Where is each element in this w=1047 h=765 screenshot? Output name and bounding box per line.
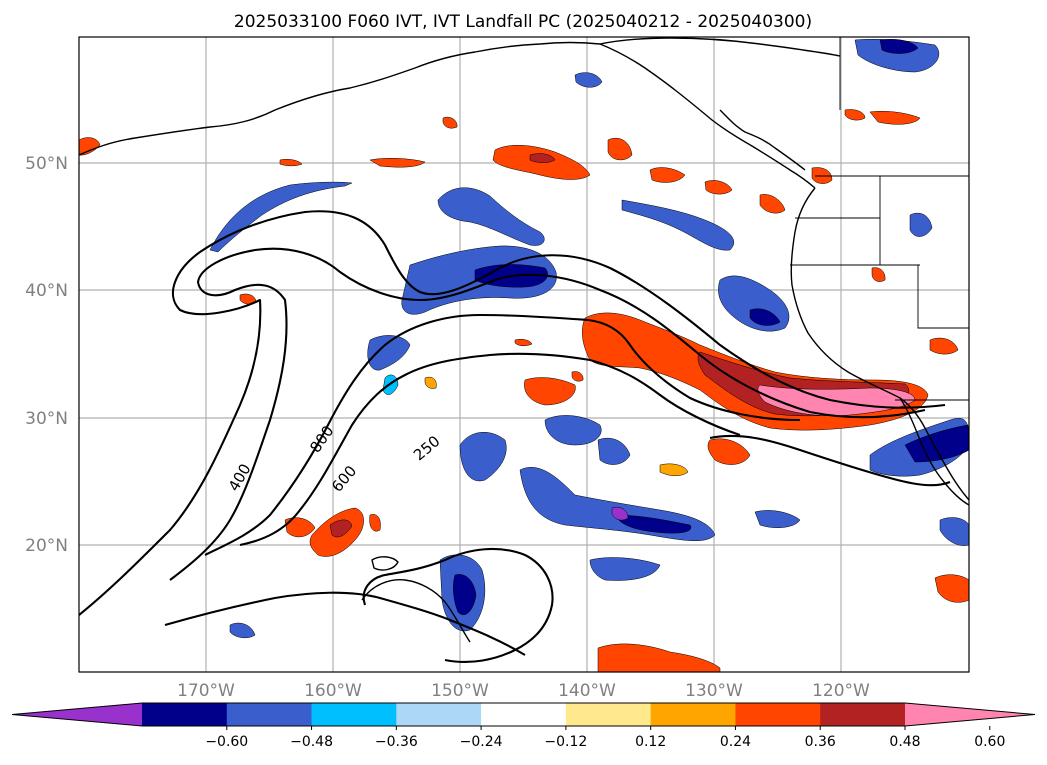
colorbar-swatch	[142, 703, 228, 726]
coast-us-west	[790, 187, 969, 501]
pos-region-gulf-small	[442, 116, 458, 129]
neg-region-small-east	[597, 437, 631, 465]
colorbar-tick-label: 0.36	[805, 734, 836, 750]
lon-label-120w: 120°W	[812, 681, 870, 701]
neg-extreme-patch	[611, 506, 629, 521]
coast-alaska-aleutians	[79, 41, 601, 156]
lon-label-140w: 140°W	[558, 681, 616, 701]
pos-region-center-yellow	[659, 463, 689, 476]
colorbar-swatch	[735, 703, 821, 726]
colorbar-swatch	[650, 703, 736, 726]
pos-region-bc-coast-small	[607, 137, 633, 161]
lat-label-50n: 50°N	[25, 154, 68, 174]
map-frame	[78, 36, 970, 673]
neg-region-hawaii-east	[459, 432, 507, 482]
pos-region-baja-red	[929, 337, 959, 355]
border-nv-az	[917, 265, 969, 329]
ivt-contour-800	[239, 352, 741, 547]
pos-region-canada-red	[869, 111, 921, 125]
pos-region-gulf-red-core	[529, 153, 556, 163]
pos-region-south-red	[597, 643, 721, 672]
lon-label-130w: 130°W	[685, 681, 743, 701]
colorbar-tick-label: 0.24	[720, 734, 751, 750]
colorbar-swatch	[311, 703, 397, 726]
coast-hawaii-island	[371, 556, 399, 571]
colorbar: −0.60 −0.48 −0.36 −0.24 −0.12 0.12 0.24 0.36 0.4…	[11, 702, 1036, 750]
lon-label-150w: 150°W	[431, 681, 489, 701]
coast-canada-north	[599, 37, 841, 57]
pos-region-north-band	[369, 158, 426, 168]
pos-region-west-edge	[79, 137, 101, 156]
pos-region-wa-red	[759, 194, 786, 214]
pos-region-ca-offshore	[707, 438, 751, 465]
colorbar-swatch	[565, 703, 652, 726]
pos-region-nevada-red	[871, 267, 886, 282]
pos-region-mexico-red	[934, 574, 969, 603]
neg-core-central-band	[614, 514, 692, 534]
lat-label-30n: 30°N	[25, 409, 68, 429]
lat-label-20n: 20°N	[25, 536, 68, 556]
neg-region-northpacific	[209, 181, 353, 253]
neg-region-gulfofalaska	[574, 72, 603, 88]
pos-region-hawaii-orange	[424, 376, 437, 389]
pos-region-west-north	[279, 158, 303, 167]
colorbar-tick-label: −0.12	[544, 734, 587, 750]
colorbar-extend-low	[12, 703, 142, 726]
ivt-contour-600	[204, 313, 801, 556]
neg-core-northeast-corner	[879, 39, 919, 54]
neg-region-southwest	[589, 557, 661, 581]
pos-region-bc-red2	[704, 180, 733, 195]
colorbar-tick-label: 0.60	[974, 734, 1005, 750]
neg-region-mexico	[939, 517, 969, 546]
colorbar-tick-label: −0.24	[460, 734, 503, 750]
lat-label-40n: 40°N	[25, 281, 68, 301]
pos-region-hawaii-small	[369, 514, 381, 532]
neg-core-oregon	[749, 308, 781, 326]
pos-region-mid-small2	[571, 371, 584, 382]
lon-label-170w: 170°W	[177, 681, 235, 701]
lon-label-160w: 160°W	[304, 681, 362, 701]
colorbar-tick-label: −0.36	[375, 734, 418, 750]
ivt-contour-250	[79, 210, 946, 616]
political-borders	[790, 37, 969, 401]
colorbar-tick-label: 0.48	[889, 734, 920, 750]
pos-region-hawaii-red-core	[329, 519, 353, 538]
ivt-contour-ca-loop	[709, 434, 951, 487]
colorbar-swatch	[396, 703, 482, 726]
ivt-contours	[79, 210, 951, 663]
ivt-contour-hawaii-loop	[362, 547, 554, 663]
colorbar-tick-label: 0.12	[635, 734, 666, 750]
pos-region-dateline-south	[524, 377, 576, 406]
map-panel: 400 800 600 250	[79, 37, 969, 672]
colorbar-swatch	[226, 703, 313, 726]
neg-region-small-center	[544, 415, 602, 446]
neg-region-canada-coast	[621, 199, 735, 251]
neg-region-gulf	[437, 187, 545, 246]
colorbar-outline	[11, 702, 1036, 727]
colorbar-tick-label: −0.48	[290, 734, 333, 750]
pos-region-west-red	[284, 517, 316, 538]
ivt-contour-400-outer	[169, 247, 926, 581]
colorbar-extend-high	[905, 703, 1035, 726]
graticule	[79, 37, 969, 672]
ivt-contour-lower-loop	[164, 591, 526, 656]
neg-core-hawaii-south	[453, 574, 477, 616]
colorbar-swatch	[481, 703, 567, 726]
colorbar-swatch	[820, 703, 906, 726]
pos-region-bc-red	[649, 167, 686, 183]
coast-baja-peninsula	[899, 397, 969, 506]
coast-bc-islands	[719, 109, 806, 171]
colorbar-tick-label: −0.60	[205, 734, 248, 750]
pos-region-mid-small	[514, 338, 533, 347]
neg-region-west-small	[229, 622, 256, 639]
coast-gulf-of-alaska	[599, 43, 816, 189]
map-title: 2025033100 F060 IVT, IVT Landfall PC (20…	[234, 12, 812, 32]
neg-region-bcnorth	[909, 212, 933, 237]
neg-region-south-small	[754, 510, 801, 528]
coastlines	[79, 37, 969, 643]
pos-region-ne-red	[844, 109, 866, 121]
